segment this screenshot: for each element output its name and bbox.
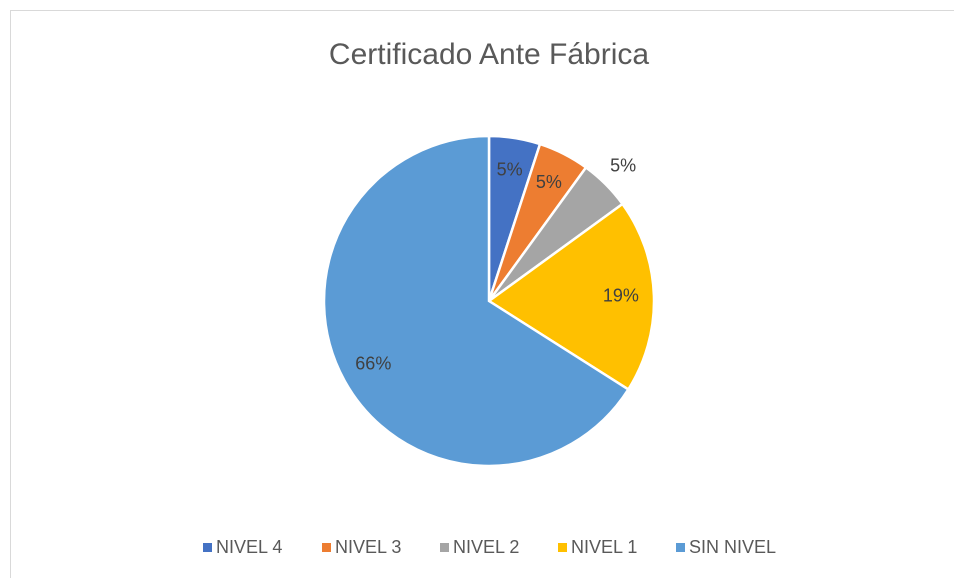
legend-swatch — [558, 543, 567, 552]
legend-label: NIVEL 4 — [216, 537, 282, 557]
chart-title: Certificado Ante Fábrica — [329, 38, 649, 71]
legend-swatch — [440, 543, 449, 552]
legend-swatch — [203, 543, 212, 552]
legend-label: NIVEL 3 — [335, 537, 401, 557]
pie-slice — [322, 134, 631, 468]
data-label: 19% — [603, 286, 639, 306]
legend-label: SIN NIVEL — [689, 537, 776, 557]
legend-label: NIVEL 1 — [571, 537, 637, 557]
data-label: 5% — [536, 172, 562, 192]
legend-label: NIVEL 2 — [453, 537, 519, 557]
legend-swatch — [322, 543, 331, 552]
data-label: 5% — [497, 159, 523, 179]
legend-swatch — [676, 543, 685, 552]
data-label: 5% — [610, 156, 636, 176]
data-label: 66% — [355, 353, 391, 373]
pie-slice — [486, 202, 656, 392]
